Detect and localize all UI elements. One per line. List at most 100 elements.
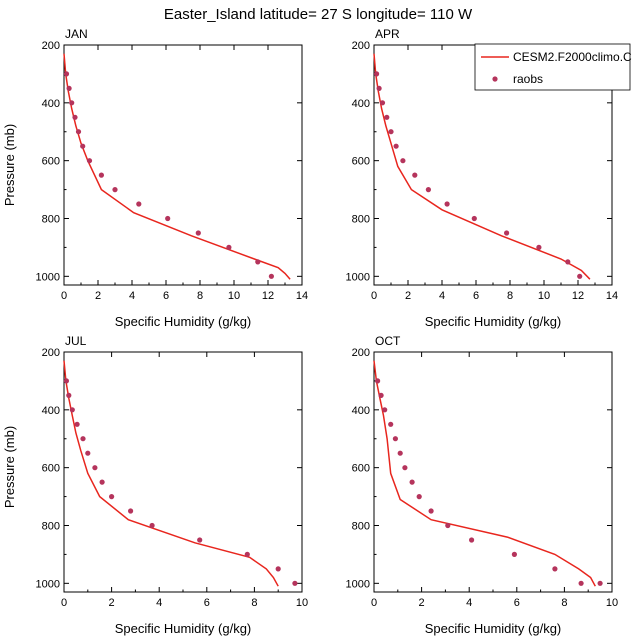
model-line-apr: [373, 53, 591, 280]
y-tick-label: 200: [352, 40, 370, 52]
model-line-jul: [63, 360, 279, 587]
plot-jul: 0 2 4 6 8 10 200 400 600 800 1000: [36, 347, 309, 609]
raobs-point: [375, 378, 381, 384]
raobs-point: [400, 158, 406, 164]
raobs-point: [109, 494, 115, 500]
raobs-point: [74, 421, 80, 427]
y-tick-label: 400: [352, 98, 370, 110]
x-tick-label: 10: [538, 290, 550, 302]
raobs-point: [376, 85, 382, 91]
legend: CESM2.F2000climo.C raobs: [474, 43, 632, 91]
raobs-point: [597, 580, 603, 586]
model-line-jan: [63, 53, 291, 280]
x-tick-label: 4: [156, 597, 162, 609]
raobs-point: [112, 187, 118, 193]
xlabel-apr: Specific Humidity (g/kg): [425, 314, 562, 329]
legend-model-label: CESM2.F2000climo.C: [513, 50, 632, 64]
x-tick-label: 0: [371, 290, 377, 302]
raobs-point: [69, 100, 75, 106]
raobs-point: [388, 129, 394, 135]
x-tick-label: 8: [251, 597, 257, 609]
x-tick-label: 4: [466, 597, 472, 609]
raobs-point: [469, 537, 475, 543]
raobs-point: [80, 143, 86, 149]
model-line-oct: [373, 360, 596, 587]
y-tick-label: 400: [42, 98, 60, 110]
y-tick-label: 800: [352, 213, 370, 225]
x-tick-label: 6: [163, 290, 169, 302]
raobs-point: [428, 508, 434, 514]
x-tick-label: 14: [296, 290, 308, 302]
x-tick-label: 0: [61, 597, 67, 609]
raobs-point: [445, 522, 451, 529]
raobs-point: [511, 551, 517, 558]
raobs-point: [80, 436, 86, 442]
plot-frame: [63, 44, 303, 286]
plot-oct: 0 2 4 6 8 10 200 400 600 800 1000: [346, 347, 619, 609]
raobs-point: [425, 187, 431, 193]
raobs-point: [382, 407, 388, 413]
panel-jul: JUL Pressure (mb) Specific Humidity (g/k…: [2, 334, 251, 636]
raobs-point: [128, 508, 134, 514]
raobs-point: [552, 566, 558, 572]
y-tick-label: 800: [42, 520, 60, 532]
plot-frame: [373, 351, 613, 593]
figure-title: Easter_Island latitude= 27 S longitude= …: [164, 6, 473, 23]
plot-frame: [63, 351, 303, 593]
xlabel-jul: Specific Humidity (g/kg): [115, 621, 252, 636]
legend-obs-label: raobs: [513, 72, 543, 86]
raobs-point: [165, 215, 171, 222]
raobs-point: [577, 273, 583, 279]
raobs-point: [75, 129, 82, 135]
x-tick-label: 2: [405, 290, 411, 302]
raobs-point: [378, 392, 384, 398]
raobs-point: [374, 71, 380, 77]
raobs-point: [565, 259, 571, 265]
x-tick-label: 2: [109, 597, 115, 609]
x-tick-label: 4: [439, 290, 445, 302]
y-tick-label: 800: [42, 213, 60, 225]
y-tick-label: 1000: [36, 271, 60, 283]
x-tick-label: 10: [296, 597, 308, 609]
y-tick-label: 400: [352, 405, 370, 417]
xlabel-oct: Specific Humidity (g/kg): [425, 621, 562, 636]
panel-jan: JAN Pressure (mb) Specific Humidity (g/k…: [2, 27, 251, 329]
y-tick-label: 600: [352, 463, 370, 475]
y-tick-label: 600: [42, 463, 60, 475]
x-tick-label: 8: [507, 290, 513, 302]
x-tick-label: 0: [61, 290, 67, 302]
y-tick-label: 1000: [346, 578, 370, 590]
y-tick-label: 800: [352, 520, 370, 532]
raobs-point: [504, 230, 510, 236]
raobs-point: [397, 450, 403, 456]
raobs-point: [393, 143, 399, 149]
raobs-point: [86, 158, 93, 164]
x-tick-label: 0: [371, 597, 377, 609]
raobs-point: [72, 114, 78, 120]
x-tick-label: 8: [561, 597, 567, 609]
ylabel-jul: Pressure (mb): [2, 426, 17, 508]
raobs-point: [136, 201, 142, 207]
raobs-point: [379, 100, 386, 106]
panel-label-jul: JUL: [65, 334, 87, 348]
raobs-point: [149, 522, 155, 529]
raobs-point: [197, 537, 203, 543]
raobs-point: [66, 85, 72, 91]
raobs-point: [412, 172, 418, 178]
raobs-point: [85, 450, 91, 456]
xlabel-jan: Specific Humidity (g/kg): [115, 314, 252, 329]
y-tick-label: 200: [352, 347, 370, 359]
raobs-point: [66, 392, 72, 398]
y-tick-label: 400: [42, 405, 60, 417]
raobs-point: [226, 244, 232, 250]
y-tick-label: 200: [42, 40, 60, 52]
raobs-point: [99, 479, 105, 485]
raobs-point: [255, 259, 261, 265]
raobs-point: [384, 114, 390, 120]
raobs-point: [98, 172, 104, 178]
raobs-point: [63, 71, 70, 77]
y-tick-label: 200: [42, 347, 60, 359]
raobs-point: [536, 244, 542, 250]
raobs-point: [63, 378, 69, 384]
